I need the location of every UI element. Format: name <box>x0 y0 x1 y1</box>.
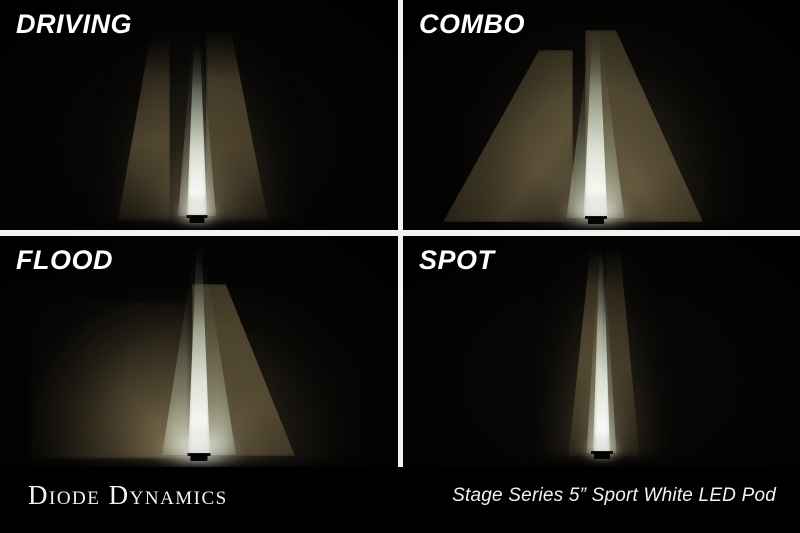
beam-panel-driving: DRIVING <box>0 0 398 230</box>
beam-panel-spot: SPOT <box>403 236 800 467</box>
panel-caption-flood: FLOOD <box>16 245 113 275</box>
product-name-label: Stage Series 5” Sport White LED Pod <box>452 485 776 506</box>
panel-caption-driving: DRIVING <box>16 9 133 39</box>
led-pod-silhouette <box>187 453 211 461</box>
beam-panel-combo: COMBO <box>403 0 800 230</box>
beam-panel-flood: FLOOD <box>0 236 398 467</box>
grid-divider-vertical <box>398 0 403 467</box>
led-pod-silhouette <box>584 216 607 224</box>
led-pod-silhouette <box>590 451 613 459</box>
panel-caption-spot: SPOT <box>419 245 495 275</box>
brand-logo-text: Diode Dynamics <box>28 480 228 510</box>
panel-caption-combo: COMBO <box>419 9 525 39</box>
footer-bar: Diode Dynamics Stage Series 5” Sport Whi… <box>0 467 800 533</box>
led-pod-silhouette <box>186 215 208 223</box>
beam-pattern-grid: DRIVING COMBO <box>0 0 800 467</box>
